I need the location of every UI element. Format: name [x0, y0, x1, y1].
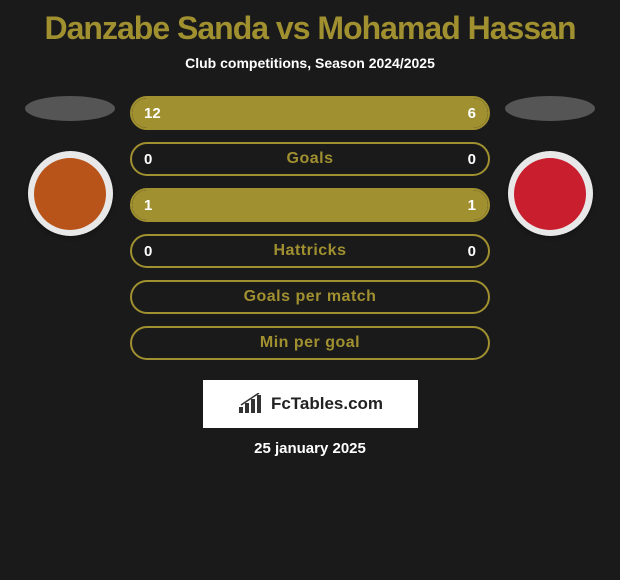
stat-label: Assists [132, 196, 488, 214]
logo-text: FcTables.com [271, 394, 383, 414]
club-badge-right-inner [514, 158, 586, 230]
stat-value-left: 1 [144, 197, 152, 214]
player-right [500, 96, 600, 236]
stat-label: Min per goal [132, 334, 488, 352]
container: Danzabe Sanda vs Mohamad Hassan Club com… [0, 0, 620, 467]
club-badge-right [508, 151, 593, 236]
stat-label: Goals per match [132, 288, 488, 306]
stat-bar-goals-per-match: Goals per match [130, 280, 490, 314]
fctables-logo: FcTables.com [203, 380, 418, 428]
stat-bar-hattricks: Hattricks0 0 [130, 234, 490, 268]
main-area: Matches126Goals00Assists11Hattricks00Goa… [0, 96, 620, 360]
subtitle: Club competitions, Season 2024/2025 [185, 55, 435, 71]
stat-label: Goals [132, 150, 488, 168]
date-label: 25 january 2025 [254, 440, 366, 457]
stat-value-right: 0 [468, 243, 476, 260]
stat-label: Hattricks [132, 242, 488, 260]
stat-bar-matches: Matches12 6 [130, 96, 490, 130]
stat-value-left: 0 [144, 151, 152, 168]
player-right-silhouette [505, 96, 595, 121]
chart-icon [237, 393, 265, 415]
stat-bar-assists: Assists1 1 [130, 188, 490, 222]
stat-label: Matches [132, 104, 488, 122]
stat-value-right: 0 [468, 151, 476, 168]
player-left-silhouette [25, 96, 115, 121]
stat-value-left: 0 [144, 243, 152, 260]
stat-bar-goals: Goals0 0 [130, 142, 490, 176]
club-badge-left [28, 151, 113, 236]
page-title: Danzabe Sanda vs Mohamad Hassan [45, 10, 576, 47]
stat-value-right: 6 [468, 105, 476, 122]
club-badge-left-inner [34, 158, 106, 230]
stat-value-right: 1 [468, 197, 476, 214]
player-left [20, 96, 120, 236]
stat-value-left: 12 [144, 105, 161, 122]
stat-bar-min-per-goal: Min per goal [130, 326, 490, 360]
stats-column: Matches126Goals00Assists11Hattricks00Goa… [130, 96, 490, 360]
